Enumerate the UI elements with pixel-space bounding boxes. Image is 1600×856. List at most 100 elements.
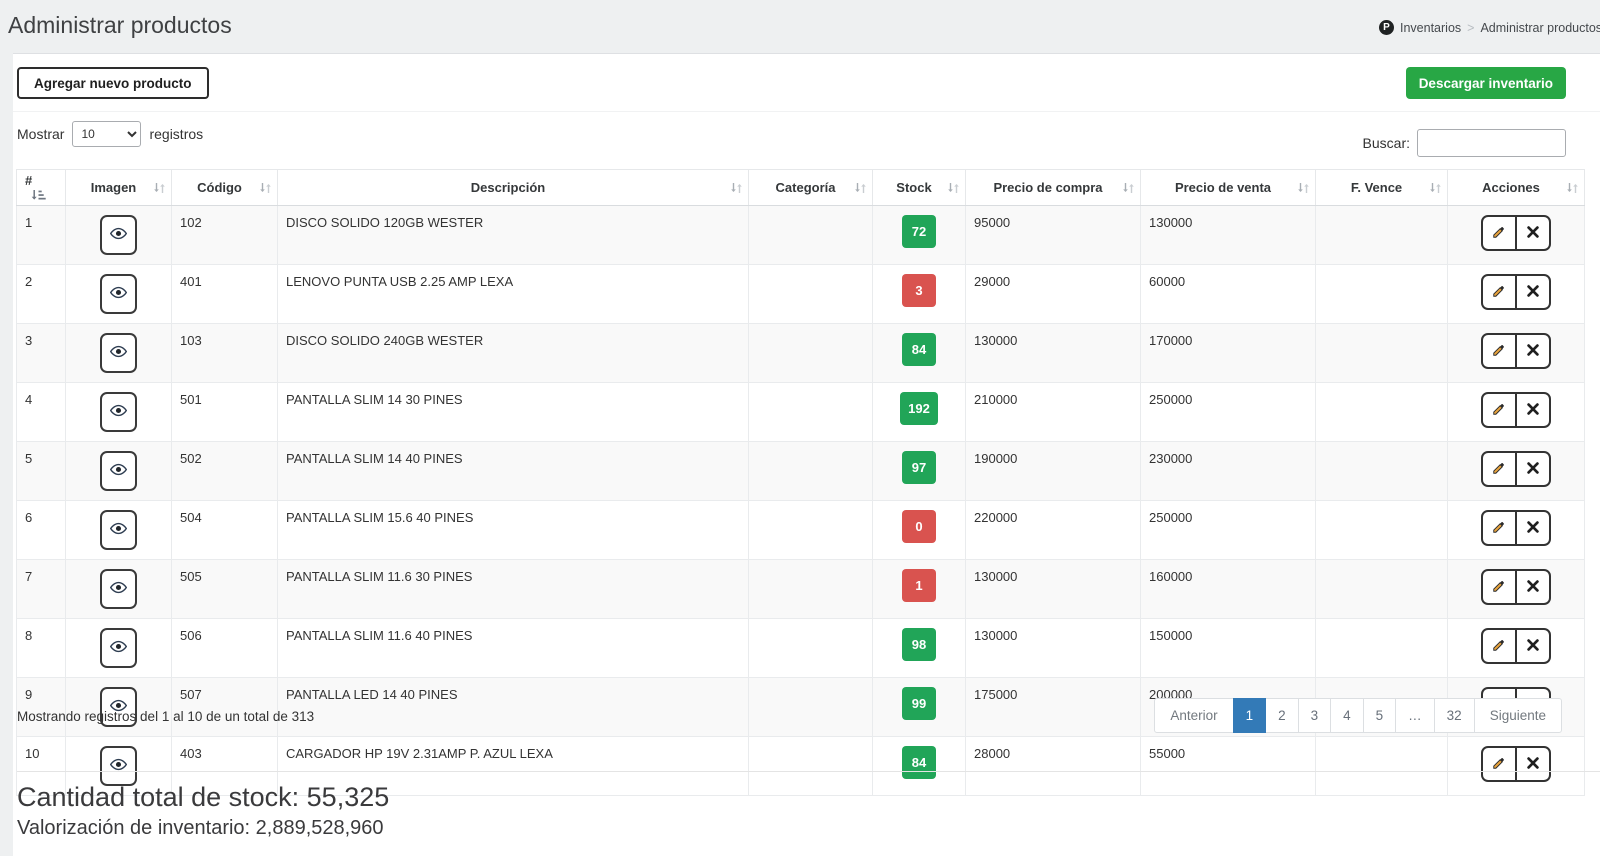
table-row: 1 102 DISCO SOLIDO 120GB WESTER 72 95000… [16, 205, 1585, 265]
row-category [748, 264, 873, 324]
row-actions-cell [1447, 205, 1585, 265]
row-description: LENOVO PUNTA USB 2.25 AMP LEXA [277, 264, 749, 324]
row-image-cell [65, 382, 172, 442]
row-sale-price: 150000 [1140, 618, 1316, 678]
delete-product-button[interactable] [1515, 215, 1551, 251]
delete-product-button[interactable] [1515, 628, 1551, 664]
delete-product-button[interactable] [1515, 510, 1551, 546]
edit-product-button[interactable] [1481, 510, 1517, 546]
column-header-stock[interactable]: Stock [872, 169, 966, 206]
search-input[interactable] [1417, 129, 1566, 157]
row-stock-cell: 1 [872, 559, 966, 619]
products-table: # Imagen Código Descripción Categoría St… [16, 169, 1585, 796]
delete-product-button[interactable] [1515, 746, 1551, 782]
toolbar-divider [13, 111, 1600, 112]
edit-product-button[interactable] [1481, 274, 1517, 310]
pagination-page-active[interactable]: 1 [1232, 698, 1267, 733]
close-icon [1527, 579, 1539, 595]
view-image-button[interactable] [100, 569, 137, 609]
row-expiry [1315, 382, 1448, 442]
edit-product-button[interactable] [1481, 569, 1517, 605]
row-image-cell [65, 441, 172, 501]
table-row: 5 502 PANTALLA SLIM 14 40 PINES 97 19000… [16, 441, 1585, 501]
row-expiry [1315, 736, 1448, 796]
row-category [748, 500, 873, 560]
add-product-button[interactable]: Agregar nuevo producto [17, 67, 209, 99]
action-button-group [1481, 628, 1551, 664]
pagination-page[interactable]: 32 [1433, 698, 1475, 733]
column-header-f-vence[interactable]: F. Vence [1315, 169, 1448, 206]
sort-amount-asc-icon [31, 189, 46, 205]
row-code: 504 [171, 500, 278, 560]
row-expiry [1315, 323, 1448, 383]
breadcrumb-inventarios-link[interactable]: Inventarios [1400, 20, 1462, 35]
row-sale-price: 250000 [1140, 382, 1316, 442]
edit-product-button[interactable] [1481, 215, 1517, 251]
row-number: 1 [16, 205, 66, 265]
edit-product-button[interactable] [1481, 392, 1517, 428]
row-expiry [1315, 264, 1448, 324]
row-code: 103 [171, 323, 278, 383]
download-inventory-button[interactable]: Descargar inventario [1405, 67, 1566, 99]
column-header-categoria[interactable]: Categoría [748, 169, 873, 206]
delete-product-button[interactable] [1515, 392, 1551, 428]
column-header-descripcion[interactable]: Descripción [277, 169, 749, 206]
delete-product-button[interactable] [1515, 451, 1551, 487]
column-header-imagen[interactable]: Imagen [65, 169, 172, 206]
pagination-previous-button[interactable]: Anterior [1154, 698, 1234, 733]
pencil-icon [1492, 756, 1506, 773]
row-sale-price: 230000 [1140, 441, 1316, 501]
row-number: 5 [16, 441, 66, 501]
column-header-acciones[interactable]: Acciones [1447, 169, 1585, 206]
column-header-num[interactable]: # [16, 169, 66, 206]
row-code: 501 [171, 382, 278, 442]
row-category [748, 618, 873, 678]
view-image-button[interactable] [100, 215, 137, 255]
edit-product-button[interactable] [1481, 628, 1517, 664]
row-purchase-price: 175000 [965, 677, 1141, 737]
view-image-button[interactable] [100, 451, 137, 491]
delete-product-button[interactable] [1515, 569, 1551, 605]
row-actions-cell [1447, 500, 1585, 560]
edit-product-button[interactable] [1481, 746, 1517, 782]
view-image-button[interactable] [100, 333, 137, 373]
eye-icon [109, 699, 128, 715]
length-label-before: Mostrar [17, 125, 65, 142]
row-category [748, 736, 873, 796]
view-image-button[interactable] [100, 746, 137, 786]
pagination: Anterior 1 2 3 4 5 … 32 Siguiente [1154, 698, 1562, 733]
view-image-button[interactable] [100, 274, 137, 314]
pagination-page[interactable]: 3 [1297, 698, 1332, 733]
column-header-codigo[interactable]: Código [171, 169, 278, 206]
view-image-button[interactable] [100, 628, 137, 668]
edit-product-button[interactable] [1481, 333, 1517, 369]
table-info: Mostrando registros del 1 al 10 de un to… [17, 709, 315, 724]
eye-icon [109, 758, 128, 774]
action-button-group [1481, 569, 1551, 605]
table-length-control: Mostrar 10 registros [17, 120, 203, 147]
row-description: DISCO SOLIDO 120GB WESTER [277, 205, 749, 265]
pagination-page[interactable]: 4 [1330, 698, 1364, 733]
stock-badge: 72 [902, 215, 936, 248]
delete-product-button[interactable] [1515, 274, 1551, 310]
pencil-icon [1492, 520, 1506, 537]
view-image-button[interactable] [100, 687, 137, 727]
action-button-group [1481, 746, 1551, 782]
row-category [748, 677, 873, 737]
view-image-button[interactable] [100, 392, 137, 432]
pagination-page[interactable]: 2 [1265, 698, 1299, 733]
page-length-select[interactable]: 10 [72, 120, 142, 147]
delete-product-button[interactable] [1515, 333, 1551, 369]
content-header: Administrar productos P Inventarios > Ad… [0, 0, 1600, 53]
edit-product-button[interactable] [1481, 451, 1517, 487]
row-category [748, 205, 873, 265]
row-sale-price: 170000 [1140, 323, 1316, 383]
column-header-precio-compra[interactable]: Precio de compra [965, 169, 1141, 206]
row-image-cell [65, 323, 172, 383]
pencil-icon [1492, 343, 1506, 360]
pagination-next-button[interactable]: Siguiente [1473, 698, 1562, 733]
view-image-button[interactable] [100, 510, 137, 550]
column-header-precio-venta[interactable]: Precio de venta [1140, 169, 1316, 206]
pagination-page[interactable]: 5 [1362, 698, 1397, 733]
pagination-ellipsis: … [1395, 698, 1435, 733]
